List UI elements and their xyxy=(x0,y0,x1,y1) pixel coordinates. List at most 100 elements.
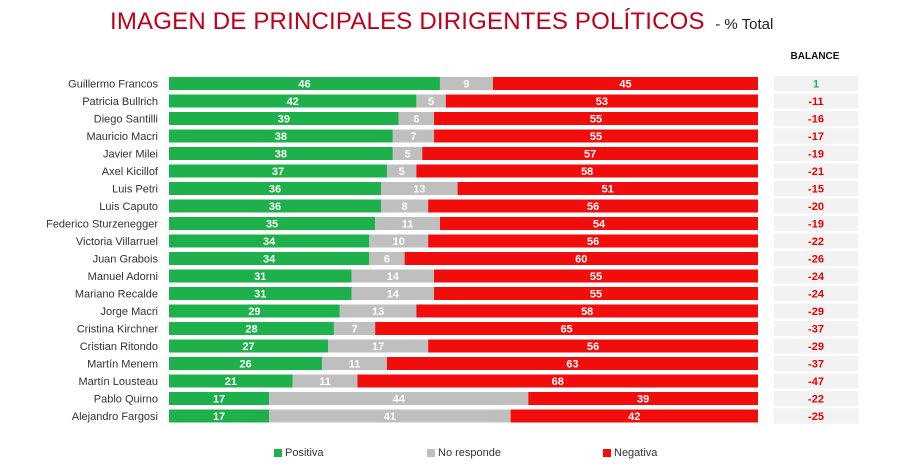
balance-cell xyxy=(774,146,858,161)
bar-positive xyxy=(169,374,293,388)
data-label-negative: 57 xyxy=(584,149,596,161)
category-label: Manuel Adorni xyxy=(88,271,158,283)
data-label-negative: 56 xyxy=(587,201,599,213)
data-label-negative: 55 xyxy=(590,114,602,126)
bar-negative xyxy=(375,322,758,335)
balance-cell xyxy=(774,76,858,91)
bar-no-response xyxy=(333,322,376,335)
bar-negative xyxy=(416,164,758,178)
category-label: Victoria Villarruel xyxy=(76,236,158,248)
bar-negative xyxy=(434,112,758,125)
balance-value: -19 xyxy=(808,149,824,161)
data-label-negative: 45 xyxy=(619,79,631,91)
bar-negative xyxy=(510,409,758,423)
data-label-no-response: 13 xyxy=(372,306,384,318)
bar-negative xyxy=(404,252,758,265)
bar-positive xyxy=(169,164,387,178)
data-label-positive: 28 xyxy=(245,324,257,336)
data-label-no-response: 41 xyxy=(384,411,396,423)
data-label-positive: 31 xyxy=(254,271,266,283)
legend-label-no-response: No responde xyxy=(438,447,501,459)
balance-cell xyxy=(774,216,858,231)
bar-no-response xyxy=(369,252,405,265)
category-label: Diego Santilli xyxy=(94,114,158,126)
category-label: Alejandro Fargosi xyxy=(72,411,158,423)
category-label: Axel Kicillof xyxy=(102,166,159,178)
balance-cell xyxy=(774,233,858,249)
balance-value: -26 xyxy=(808,254,824,266)
bar-no-response xyxy=(269,392,529,405)
bar-no-response xyxy=(381,199,429,213)
category-label: Martín Menem xyxy=(87,359,158,371)
bar-negative xyxy=(428,339,758,353)
category-label: Patricia Bullrich xyxy=(82,96,158,108)
legend-item-positive: Positiva xyxy=(274,447,324,459)
data-label-no-response: 10 xyxy=(393,236,405,248)
balance-cell xyxy=(774,111,858,126)
bar-positive xyxy=(169,112,399,125)
data-label-negative: 65 xyxy=(560,324,572,336)
legend: Positiva No responde Negativa xyxy=(0,447,920,465)
balance-value: -29 xyxy=(808,306,824,318)
legend-item-no-response: No responde xyxy=(427,447,501,459)
data-label-negative: 55 xyxy=(590,131,602,143)
category-label: Cristian Ritondo xyxy=(80,341,158,353)
bar-positive xyxy=(169,199,382,213)
balance-value: -22 xyxy=(808,394,824,406)
balance-value: -11 xyxy=(808,96,823,108)
data-label-positive: 39 xyxy=(278,114,290,126)
bar-negative xyxy=(386,357,758,370)
bar-no-response xyxy=(416,94,446,108)
data-label-positive: 37 xyxy=(272,166,284,178)
balance-header: BALANCE xyxy=(790,51,840,62)
data-label-no-response: 5 xyxy=(399,166,405,178)
data-label-no-response: 17 xyxy=(372,341,384,353)
data-label-no-response: 8 xyxy=(402,201,408,213)
data-label-no-response: 14 xyxy=(387,289,400,301)
category-label: Mauricio Macri xyxy=(86,131,158,143)
bar-no-response xyxy=(398,112,435,125)
balance-cell xyxy=(774,128,858,144)
data-label-positive: 26 xyxy=(239,359,251,371)
data-label-positive: 38 xyxy=(275,149,287,161)
balance-cell xyxy=(774,286,858,301)
balance-cell xyxy=(774,373,858,389)
bar-positive xyxy=(169,287,352,300)
legend-swatch-no-response xyxy=(427,449,435,457)
balance-value: -47 xyxy=(808,376,824,388)
category-label: Mariano Recalde xyxy=(75,289,158,301)
bar-no-response xyxy=(386,164,417,178)
data-label-negative: 58 xyxy=(581,306,593,318)
bar-negative xyxy=(434,287,758,300)
legend-swatch-negative xyxy=(603,449,611,457)
bar-negative xyxy=(434,129,758,143)
bar-no-response xyxy=(351,269,435,283)
bar-no-response xyxy=(328,339,429,353)
chart-title: IMAGEN DE PRINCIPALES DIRIGENTES POLÍTIC… xyxy=(110,8,773,36)
legend-label-negative: Negativa xyxy=(614,447,658,459)
bar-no-response xyxy=(439,77,493,90)
bar-negative xyxy=(528,392,758,405)
bar-no-response xyxy=(269,409,511,423)
balance-value: -19 xyxy=(808,219,824,231)
bar-no-response xyxy=(351,287,435,300)
data-label-negative: 58 xyxy=(581,166,593,178)
bar-negative xyxy=(439,217,758,230)
data-label-negative: 60 xyxy=(575,254,587,266)
data-label-no-response: 13 xyxy=(413,184,425,196)
category-label: Jorge Macri xyxy=(101,306,158,318)
data-label-negative: 55 xyxy=(590,289,602,301)
balance-value: -37 xyxy=(808,324,824,336)
data-label-positive: 29 xyxy=(248,306,260,318)
data-label-negative: 56 xyxy=(587,236,599,248)
data-label-negative: 39 xyxy=(637,394,649,406)
chart-title-main: IMAGEN DE PRINCIPALES DIRIGENTES POLÍTIC… xyxy=(110,8,705,35)
data-label-negative: 63 xyxy=(566,359,578,371)
balance-cell xyxy=(774,93,858,109)
balance-cell xyxy=(774,163,858,179)
data-label-negative: 54 xyxy=(593,219,606,231)
data-label-no-response: 11 xyxy=(319,376,331,388)
data-label-positive: 36 xyxy=(269,184,281,196)
chart-title-subtitle: - % Total xyxy=(715,16,774,33)
bar-positive xyxy=(169,77,440,90)
